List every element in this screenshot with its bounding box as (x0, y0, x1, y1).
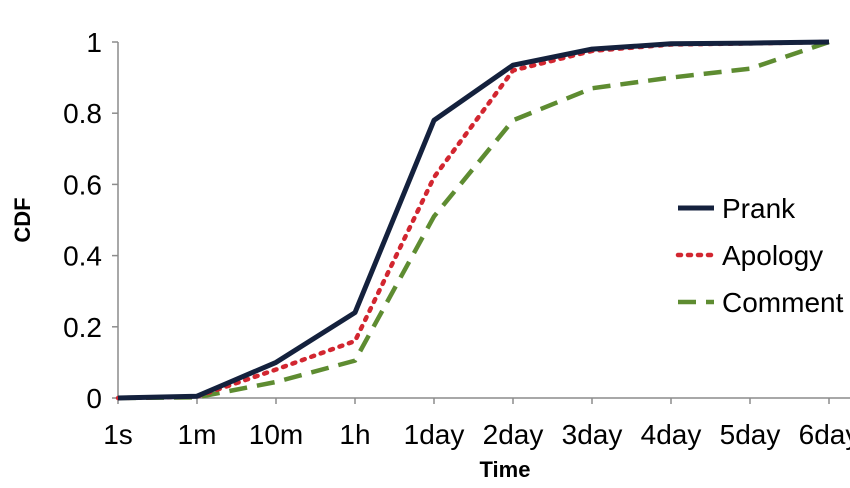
x-tick-label: 5day (720, 419, 781, 450)
series-line-prank (117, 39, 830, 401)
x-tick-label: 1h (339, 419, 370, 450)
y-tick-label: 0.4 (63, 241, 102, 272)
legend-label-comment: Comment (722, 287, 844, 318)
legend-label-apology: Apology (722, 240, 823, 271)
x-tick-label: 1s (103, 419, 133, 450)
x-tick-label: 6day (799, 419, 850, 450)
x-tick-label: 3day (562, 419, 623, 450)
axes (112, 41, 850, 404)
series-layer (115, 39, 832, 401)
series-line-comment (117, 39, 830, 401)
y-axis-title: CDF (10, 197, 35, 242)
x-tick-label: 2day (483, 419, 544, 450)
x-tick-label: 10m (249, 419, 303, 450)
x-tick-label: 4day (641, 419, 702, 450)
y-tick-label: 0.8 (63, 98, 102, 129)
y-tick-label: 1 (86, 27, 102, 58)
tick-labels: 0 0.2 0.4 0.6 0.8 1 1s 1m 10m 1h 1day 2day 3day 4day 5… (63, 27, 850, 450)
y-tick-label: 0.6 (63, 169, 102, 200)
x-axis-title: Time (480, 457, 531, 482)
y-tick-label: 0.2 (63, 312, 102, 343)
x-tick-label: 1m (178, 419, 217, 450)
y-tick-label: 0 (86, 383, 102, 414)
x-tick-label: 1day (404, 419, 465, 450)
legend: Prank Apology Comment (675, 193, 844, 318)
legend-label-prank: Prank (722, 193, 796, 224)
